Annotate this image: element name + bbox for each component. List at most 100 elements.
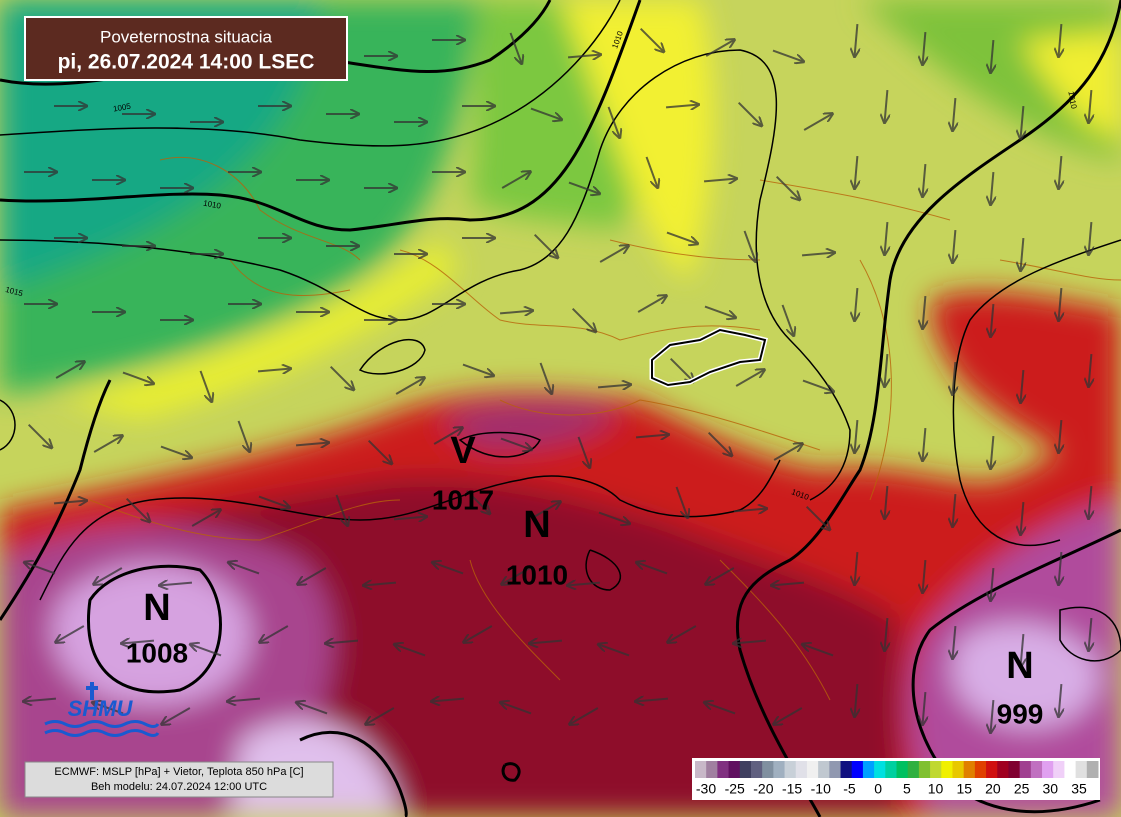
title-box: Poveternostna situacia pi, 26.07.2024 14…	[24, 16, 348, 81]
wind-arrow	[160, 445, 191, 458]
colorbar-swatch	[717, 761, 730, 778]
wind-arrow	[125, 497, 150, 522]
wind-arrow	[665, 105, 698, 108]
wind-arrow	[774, 707, 803, 724]
wind-arrow	[705, 703, 736, 715]
borders	[89, 156, 1121, 701]
wind-arrow	[923, 163, 926, 196]
wind-arrow	[462, 363, 493, 376]
wind-arrow	[734, 641, 767, 644]
colorbar-swatch	[1042, 761, 1054, 778]
wind-arrow	[668, 625, 697, 642]
wind-arrow	[991, 567, 994, 600]
colorbar-swatch	[750, 761, 763, 778]
wind-arrow	[991, 171, 994, 204]
wind-arrow	[530, 107, 561, 120]
wind-arrow	[953, 229, 956, 262]
footer-panel	[24, 761, 334, 798]
wind-arrow	[599, 246, 628, 263]
wind-arrow	[733, 509, 766, 512]
colorbar-tick-label: 10	[928, 781, 944, 797]
colorbar-tick-label: 20	[985, 781, 1001, 797]
colorbar-swatch	[930, 761, 942, 778]
colorbar-swatch	[986, 761, 998, 778]
wind-arrow	[329, 365, 354, 390]
wind-arrow	[229, 563, 260, 575]
center-type: N	[1006, 645, 1033, 687]
wind-arrow	[855, 551, 858, 584]
colorbar-tick-label: -25	[725, 781, 745, 797]
wind-arrow	[803, 645, 834, 657]
wind-arrow	[1089, 485, 1092, 518]
colorbar-tick-label: 5	[903, 781, 911, 797]
wind-arrow	[509, 32, 522, 63]
wind-arrow	[637, 296, 666, 313]
wind-arrow	[666, 231, 697, 244]
wind-arrow	[93, 703, 124, 715]
isobar	[299, 730, 408, 817]
wind-arrow	[55, 362, 84, 379]
wind-arrow	[160, 583, 193, 586]
colorbar-swatch	[1075, 761, 1088, 778]
isobar	[87, 564, 222, 694]
logo-text: SHMU	[68, 696, 134, 721]
wind-arrow	[635, 435, 668, 438]
isobar	[911, 528, 1121, 814]
wind-arrow	[1059, 551, 1062, 584]
wind-arrow	[855, 419, 858, 452]
wind-arrow	[502, 567, 531, 584]
wind-arrow	[1089, 617, 1092, 650]
footer-line: Beh modelu: 24.07.2024 12:00 UTC	[91, 781, 267, 793]
wind-arrow	[298, 567, 327, 584]
logo: SHMU	[44, 682, 160, 737]
wind-arrow	[923, 295, 926, 328]
wind-arrow	[464, 625, 493, 642]
colorbar-tick-label: -15	[782, 781, 802, 797]
wind-arrow	[923, 31, 926, 64]
slovakia-outline	[651, 328, 767, 387]
wind-arrow	[1021, 369, 1024, 402]
wind-arrow	[366, 707, 395, 724]
wind-arrow	[775, 175, 800, 200]
wind-arrow	[530, 641, 563, 644]
wind-arrow	[675, 486, 688, 517]
wind-arrow	[326, 641, 359, 644]
wind-arrow	[637, 563, 668, 575]
wind-arrow	[1021, 105, 1024, 138]
wind-arrow	[367, 439, 392, 464]
colorbar-swatch	[1086, 761, 1099, 778]
wind-arrow	[772, 49, 803, 62]
colorbar-swatch	[773, 761, 786, 778]
colorbar-swatch	[762, 761, 774, 778]
wind-arrow	[802, 379, 833, 392]
wind-arrow	[923, 427, 926, 460]
wind-arrow	[953, 625, 956, 658]
wind-arrow	[1059, 23, 1062, 56]
field-red	[930, 291, 1121, 470]
wind-arrow	[885, 221, 888, 254]
colorbar-tick-label: 35	[1071, 781, 1087, 797]
colorbar-tick-label: 30	[1043, 781, 1059, 797]
wind-arrow	[260, 625, 289, 642]
field-yellow	[560, 0, 714, 280]
footer-line: ECMWF: MSLP [hPa] + Vietor, Teplota 850 …	[54, 766, 303, 778]
wind-arrow	[645, 156, 658, 187]
wind-arrow	[570, 707, 599, 724]
colorbar-swatch	[907, 761, 920, 778]
isobar	[0, 379, 112, 621]
wind-arrow	[25, 563, 56, 575]
colorbar-swatch	[695, 761, 707, 778]
isobar	[0, 49, 851, 501]
wind-arrow	[855, 287, 858, 320]
colorbar-swatch	[739, 761, 752, 778]
wind-arrow	[295, 443, 328, 446]
wind-arrows	[24, 23, 1092, 732]
colorbar-swatch	[795, 761, 808, 778]
colorbar-swatch	[862, 761, 875, 778]
wind-arrow	[598, 511, 629, 524]
title: Poveternostna situacia	[100, 27, 273, 46]
wind-arrow	[228, 699, 261, 702]
colorbar-swatch	[885, 761, 897, 778]
